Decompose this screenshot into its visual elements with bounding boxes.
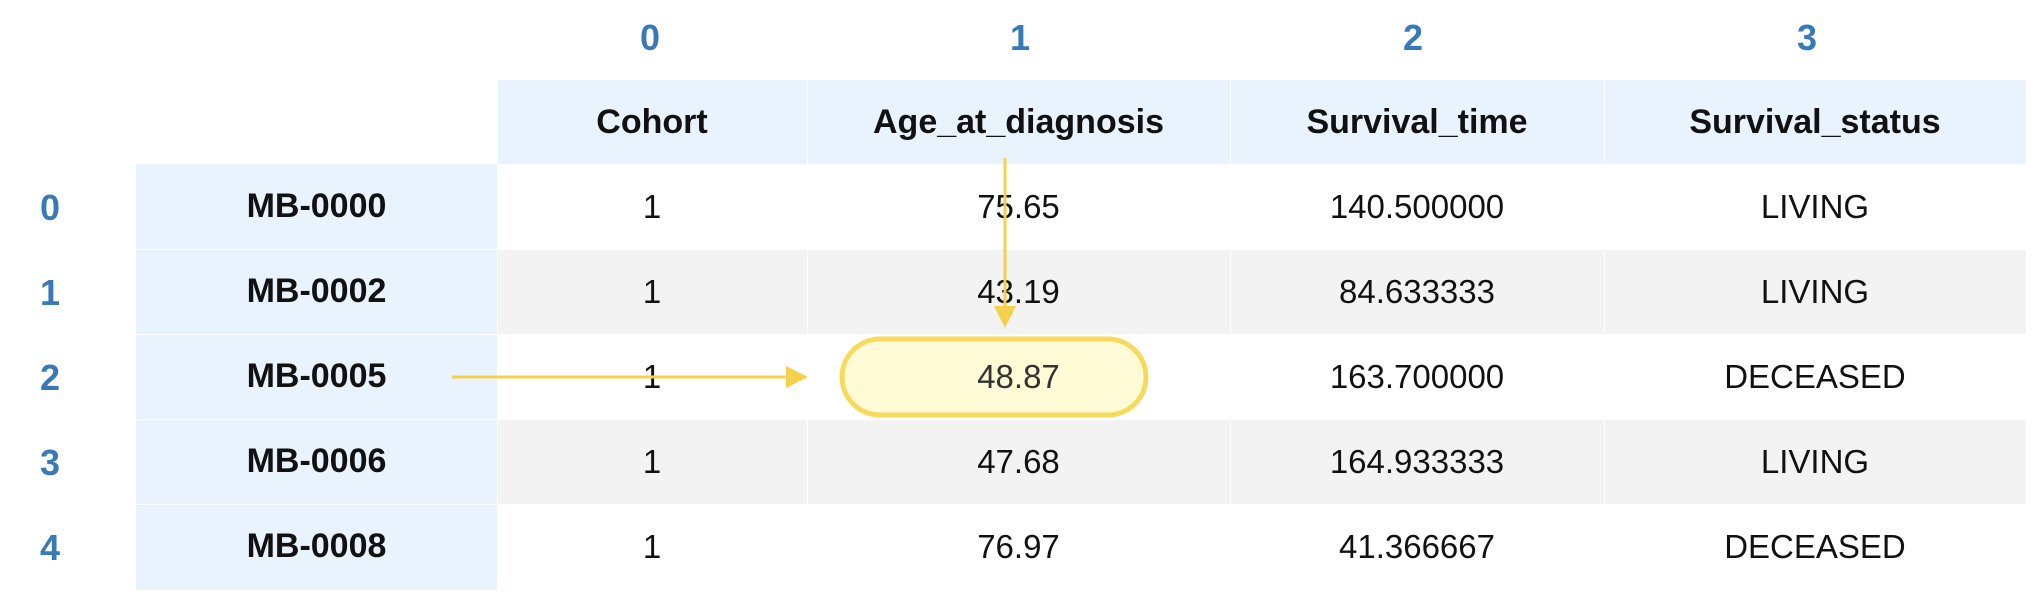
table-cell: 1 xyxy=(642,188,662,225)
column-header-cohort: Cohort xyxy=(596,103,708,141)
col-position-1: 1 xyxy=(1009,17,1031,58)
row-position-2: 2 xyxy=(39,357,61,398)
table-cell: 75.65 xyxy=(977,188,1060,225)
row-divider xyxy=(136,419,2026,420)
row-index-label: MB-0000 xyxy=(246,187,387,225)
col-position-3: 3 xyxy=(1796,17,1818,58)
table-cell: DECEASED xyxy=(1724,358,1906,395)
table-cell: DECEASED xyxy=(1724,528,1906,565)
row-position-3: 3 xyxy=(39,442,61,483)
table-cell: 47.68 xyxy=(977,443,1060,480)
column-divider xyxy=(497,80,498,590)
row-divider xyxy=(136,334,2026,335)
table-cell: 41.366667 xyxy=(1339,528,1495,565)
row-index-label: MB-0008 xyxy=(246,527,387,565)
table-cell: 76.97 xyxy=(977,528,1060,565)
column-header-band xyxy=(497,80,2026,164)
row-index-band xyxy=(136,164,497,590)
column-divider xyxy=(1604,80,1605,590)
row-index-label: MB-0005 xyxy=(246,357,387,395)
row-position-1: 1 xyxy=(39,272,61,313)
col-position-2: 2 xyxy=(1402,17,1424,58)
table-cell: 163.700000 xyxy=(1329,358,1505,395)
table-cell: 43.19 xyxy=(977,273,1060,310)
table-cell: 84.633333 xyxy=(1339,273,1495,310)
table-cell: LIVING xyxy=(1760,273,1870,310)
table-cell: 1 xyxy=(642,528,662,565)
table-cell: 1 xyxy=(642,358,662,395)
row-divider xyxy=(136,249,2026,250)
column-header-age-at-diagnosis: Age_at_diagnosis xyxy=(873,103,1164,141)
table-cell: 164.933333 xyxy=(1329,443,1505,480)
row-index-label: MB-0006 xyxy=(246,442,387,480)
row-index-label: MB-0002 xyxy=(246,272,387,310)
highlighted-cell: 48.87 xyxy=(977,358,1060,395)
column-divider xyxy=(807,80,808,590)
table-cell: LIVING xyxy=(1760,188,1870,225)
table-cell: 1 xyxy=(642,273,662,310)
row-position-0: 0 xyxy=(39,187,61,228)
table-cell: 140.500000 xyxy=(1329,188,1505,225)
col-position-0: 0 xyxy=(639,17,661,58)
table-row xyxy=(497,249,2026,334)
column-header-survival-status: Survival_status xyxy=(1689,103,1941,141)
row-divider xyxy=(136,504,2026,505)
table-row xyxy=(497,164,2026,249)
table-cell: LIVING xyxy=(1760,443,1870,480)
column-divider xyxy=(1230,80,1231,590)
table-row xyxy=(497,419,2026,504)
table-row xyxy=(497,504,2026,589)
row-position-4: 4 xyxy=(39,527,61,568)
column-header-survival-time: Survival_time xyxy=(1306,103,1528,141)
table-cell: 1 xyxy=(642,443,662,480)
